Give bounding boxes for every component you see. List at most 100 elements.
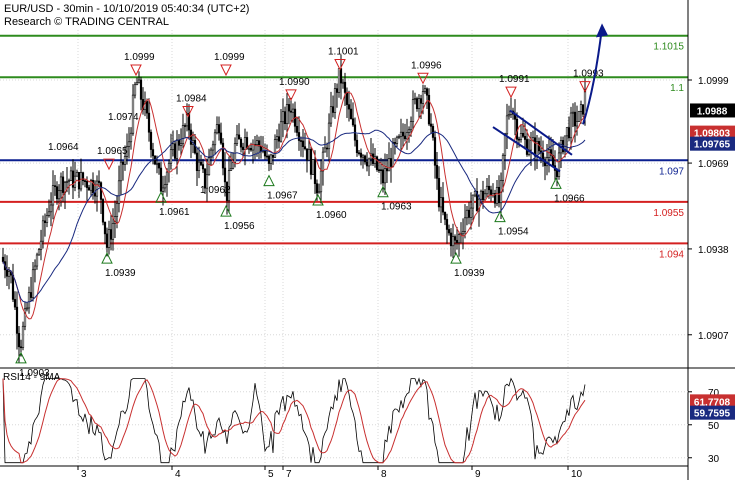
candle-body <box>581 104 585 115</box>
candle-body <box>323 147 327 153</box>
candle-body <box>271 154 275 158</box>
candle-body <box>273 139 277 158</box>
x-tick-label: 7 <box>286 469 292 480</box>
swing-high-marker <box>505 86 517 99</box>
candle-body <box>13 299 17 308</box>
level-label: 1.0955 <box>653 208 684 219</box>
candle-body <box>443 211 447 220</box>
candle-body <box>231 162 235 169</box>
candle-body <box>403 135 407 140</box>
candle-body <box>375 156 379 170</box>
candle-body <box>223 167 227 183</box>
candle-body <box>107 229 111 248</box>
candle-body <box>269 154 273 164</box>
candle-body <box>177 139 181 146</box>
candle-body <box>89 179 93 191</box>
candle-body <box>57 190 61 200</box>
candle-body <box>181 125 185 144</box>
candle-body <box>399 131 403 137</box>
candle-body <box>173 143 177 159</box>
candle-body <box>571 111 575 114</box>
candle-body <box>93 192 97 197</box>
candle-body <box>327 122 331 150</box>
candle-body <box>285 104 289 125</box>
swing-extra-label: 1.0962 <box>200 185 231 196</box>
candle-body <box>405 132 409 140</box>
candle-body <box>363 155 367 163</box>
swing-high-label: 1.0996 <box>411 60 442 71</box>
candle-body <box>519 133 523 140</box>
candle-body <box>199 161 203 165</box>
candle-body <box>357 152 361 155</box>
candle-body <box>275 136 279 140</box>
y-tick-label: 1.0938 <box>698 245 729 256</box>
candle-body <box>279 121 283 142</box>
swing-low-label: 1.0939 <box>454 268 485 279</box>
candle-body <box>463 217 467 232</box>
rsi-tag-label: 61.7708 <box>694 397 731 408</box>
swing-high-marker <box>220 64 232 77</box>
candle-body <box>83 180 87 182</box>
candle-body <box>111 223 115 240</box>
candle-body <box>241 146 245 150</box>
candle-body <box>309 149 313 175</box>
candle-body <box>567 127 571 139</box>
candle-body <box>203 168 207 189</box>
candle-body <box>101 199 105 223</box>
candle-body <box>125 146 129 157</box>
swing-high-label: 1.1001 <box>328 46 359 57</box>
candle-body <box>469 207 473 218</box>
candle-body <box>583 90 587 115</box>
level-label: 1.1 <box>670 83 684 94</box>
candle-body <box>119 161 123 182</box>
candle-body <box>409 121 413 131</box>
candle-body <box>251 144 255 151</box>
candle-body <box>467 209 471 218</box>
candle-body <box>249 147 253 151</box>
candle-body <box>267 155 271 164</box>
candle-body <box>81 172 85 181</box>
swing-low-label: 1.0963 <box>381 202 412 213</box>
swing-high-label: 1.0999 <box>124 52 155 63</box>
candle-body <box>37 249 41 256</box>
candle-body <box>425 88 429 96</box>
candle-body <box>437 178 441 208</box>
candle-body <box>473 191 477 196</box>
candle-body <box>419 98 423 104</box>
y-tick-label: 1.0999 <box>698 76 729 87</box>
candle-body <box>135 82 139 86</box>
candle-body <box>209 149 213 159</box>
candle-body <box>237 134 241 140</box>
price-tag <box>690 136 735 151</box>
candle-body <box>525 139 529 155</box>
candle-body <box>243 137 247 150</box>
candle-body <box>99 182 103 200</box>
candle-body <box>105 233 109 248</box>
candle-body <box>301 140 305 147</box>
candle-body <box>255 140 259 145</box>
candle-body <box>345 92 349 105</box>
candle-body <box>283 111 287 125</box>
candle-body <box>31 269 35 298</box>
candle-body <box>137 79 141 84</box>
swing-low-marker <box>220 204 232 217</box>
level-label: 1.1015 <box>653 42 684 53</box>
candle-body <box>55 186 59 200</box>
candle-body <box>169 149 173 164</box>
x-tick-label: 3 <box>81 469 87 480</box>
price-tag-label: 1.09765 <box>694 140 731 151</box>
candle-body <box>507 114 511 117</box>
swing-low-marker <box>312 193 324 206</box>
candle-body <box>577 111 581 122</box>
swing-low-marker <box>494 210 506 223</box>
candle-body <box>335 88 339 93</box>
candle-body <box>343 81 347 93</box>
candle-body <box>47 211 51 216</box>
candle-body <box>305 148 309 161</box>
candle-body <box>395 136 399 144</box>
candle-body <box>165 171 169 185</box>
candle-body <box>387 158 391 172</box>
rsi-tag <box>690 405 735 420</box>
candle-body <box>127 141 131 147</box>
